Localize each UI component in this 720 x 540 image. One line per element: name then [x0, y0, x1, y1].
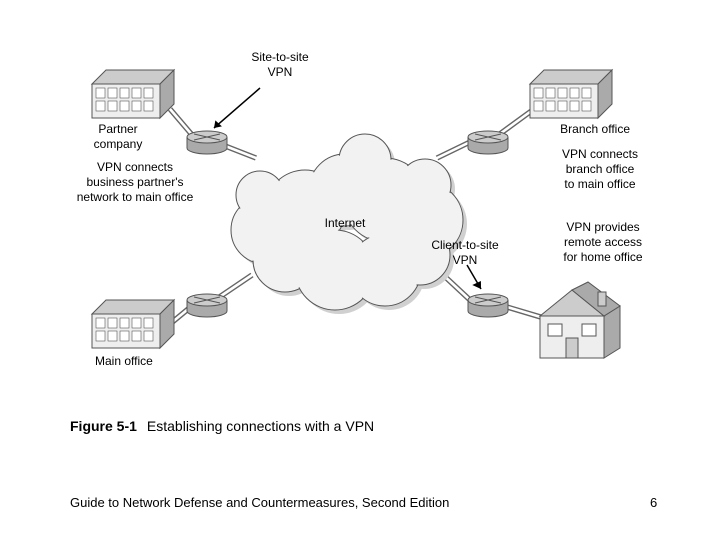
partner-building-icon: [92, 70, 174, 126]
site-to-site-vpn-label: Site-to-site VPN: [235, 50, 325, 80]
router-icon: [467, 130, 509, 154]
home-description-label: VPN provides remote access for home offi…: [538, 220, 668, 265]
main-office-label: Main office: [95, 354, 195, 369]
page-number: 6: [650, 495, 657, 510]
figure-number: Figure 5-1: [70, 418, 137, 434]
router-icon: [467, 293, 509, 317]
home-office-house-icon: [540, 290, 630, 368]
figure-caption: Figure 5-1 Establishing connections with …: [70, 418, 374, 434]
branch-description-label: VPN connects branch office to main offic…: [535, 147, 665, 192]
partner-company-label: Partner company: [78, 122, 158, 152]
internet-label: Internet: [310, 216, 380, 231]
footer-text: Guide to Network Defense and Countermeas…: [70, 495, 449, 510]
branch-building-icon: [530, 70, 612, 126]
main-building-icon: [92, 300, 174, 356]
client-to-site-vpn-label: Client-to-site VPN: [420, 238, 510, 268]
router-icon: [186, 130, 228, 154]
router-icon: [186, 293, 228, 317]
figure-caption-text: Establishing connections with a VPN: [147, 418, 374, 434]
branch-office-label: Branch office: [520, 122, 630, 137]
partner-description-label: VPN connects business partner's network …: [60, 160, 210, 205]
